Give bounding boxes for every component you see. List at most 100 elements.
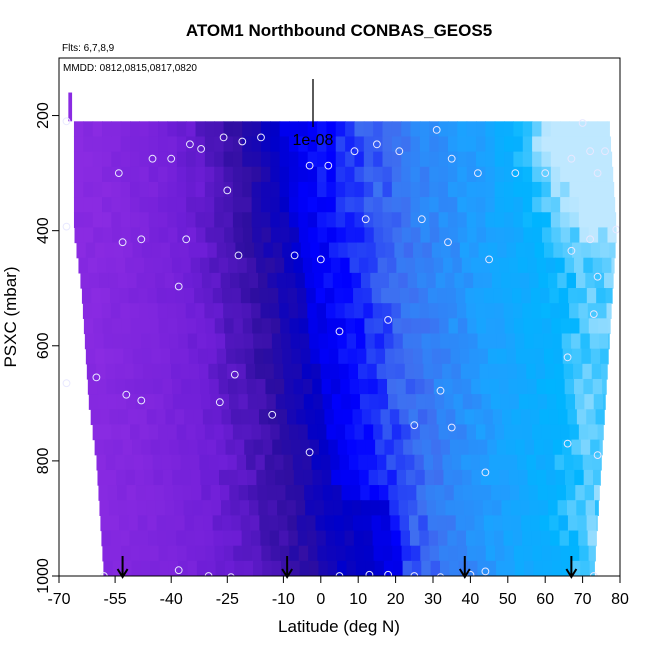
field-cell (438, 166, 449, 183)
field-cell (307, 530, 318, 547)
field-cell (270, 227, 281, 244)
field-cell (320, 454, 331, 471)
field-cell (153, 378, 164, 395)
field-cell (124, 454, 135, 471)
field-cell (229, 485, 240, 501)
field-cell (391, 166, 402, 183)
field-cell (441, 348, 452, 365)
field-cell (126, 485, 137, 501)
field-cell (207, 242, 218, 259)
field-cell (466, 424, 477, 441)
field-cell (422, 242, 433, 259)
field-cell (250, 515, 260, 532)
field-cell (480, 257, 491, 274)
field-cell (505, 560, 516, 576)
field-cell (307, 181, 318, 198)
field-cell (255, 454, 266, 471)
field-cell (593, 394, 604, 410)
field-cell (244, 242, 255, 259)
field-cell (161, 363, 172, 380)
field-cell (540, 288, 551, 304)
field-cell (560, 151, 571, 168)
field-cell (275, 469, 286, 486)
field-cell (401, 121, 412, 138)
field-cell (484, 303, 495, 319)
field-cell (554, 363, 565, 380)
field-cell (571, 333, 582, 350)
field-cell (565, 394, 576, 410)
field-cell (235, 348, 246, 365)
field-cell (279, 530, 290, 547)
field-cell (483, 288, 494, 304)
field-cell (118, 500, 129, 516)
field-cell (421, 333, 432, 350)
observation-point (567, 246, 576, 255)
field-cell (378, 394, 389, 410)
field-cell (497, 348, 508, 365)
field-cell (364, 318, 375, 335)
field-cell (326, 166, 337, 183)
field-cell (397, 394, 408, 410)
field-cell (98, 394, 109, 410)
field-cell (239, 272, 250, 289)
field-cell (536, 378, 547, 395)
field-cell (335, 166, 346, 183)
field-cell (508, 469, 519, 486)
field-cell (573, 363, 583, 380)
field-cell (165, 409, 176, 426)
field-cell (116, 394, 127, 410)
field-cell (121, 227, 132, 244)
field-cell (578, 151, 589, 168)
field-cell (382, 136, 393, 153)
field-cell (381, 530, 392, 547)
field-cell (318, 333, 329, 350)
field-cell (372, 530, 383, 547)
field-cell (111, 212, 122, 229)
field-cell (369, 485, 380, 501)
field-cell (354, 121, 365, 138)
field-cell (433, 378, 444, 395)
field-cell (158, 212, 169, 229)
field-cell (188, 439, 199, 456)
profile-marker-arrow (565, 556, 578, 579)
field-cell (407, 272, 418, 289)
field-cell (410, 136, 421, 153)
field-cell (429, 136, 440, 153)
field-cell (195, 121, 206, 138)
field-cell (330, 378, 341, 395)
field-cell (520, 409, 531, 426)
field-cell (139, 318, 150, 335)
field-cell (397, 485, 408, 501)
field-cell (80, 272, 91, 289)
field-cell (197, 333, 208, 350)
field-cell (544, 363, 555, 380)
field-cell (399, 288, 410, 304)
field-cell (90, 409, 101, 426)
field-cell (349, 469, 360, 486)
field-cell (195, 181, 206, 198)
field-cell (130, 212, 141, 229)
field-cell (160, 439, 171, 456)
field-cell (249, 500, 259, 516)
field-cell (326, 545, 337, 562)
field-cell (391, 212, 402, 229)
field-cell (319, 242, 330, 259)
field-cell (202, 409, 213, 426)
x-tick-label: 10 (349, 591, 367, 608)
field-cell (606, 197, 616, 213)
field-cell (187, 333, 198, 350)
field-cell (335, 303, 346, 319)
field-cell (103, 439, 114, 456)
field-cell (117, 272, 128, 289)
field-cell (148, 212, 159, 229)
field-cell (215, 560, 226, 576)
field-cell (231, 515, 242, 532)
field-cell (560, 197, 571, 213)
field-cell (82, 303, 93, 319)
field-cell (385, 348, 396, 365)
field-cell (108, 500, 119, 516)
field-cell (289, 136, 299, 153)
field-cell (251, 530, 261, 547)
field-cell (389, 409, 400, 426)
x-tick-label: 40 (462, 591, 480, 608)
